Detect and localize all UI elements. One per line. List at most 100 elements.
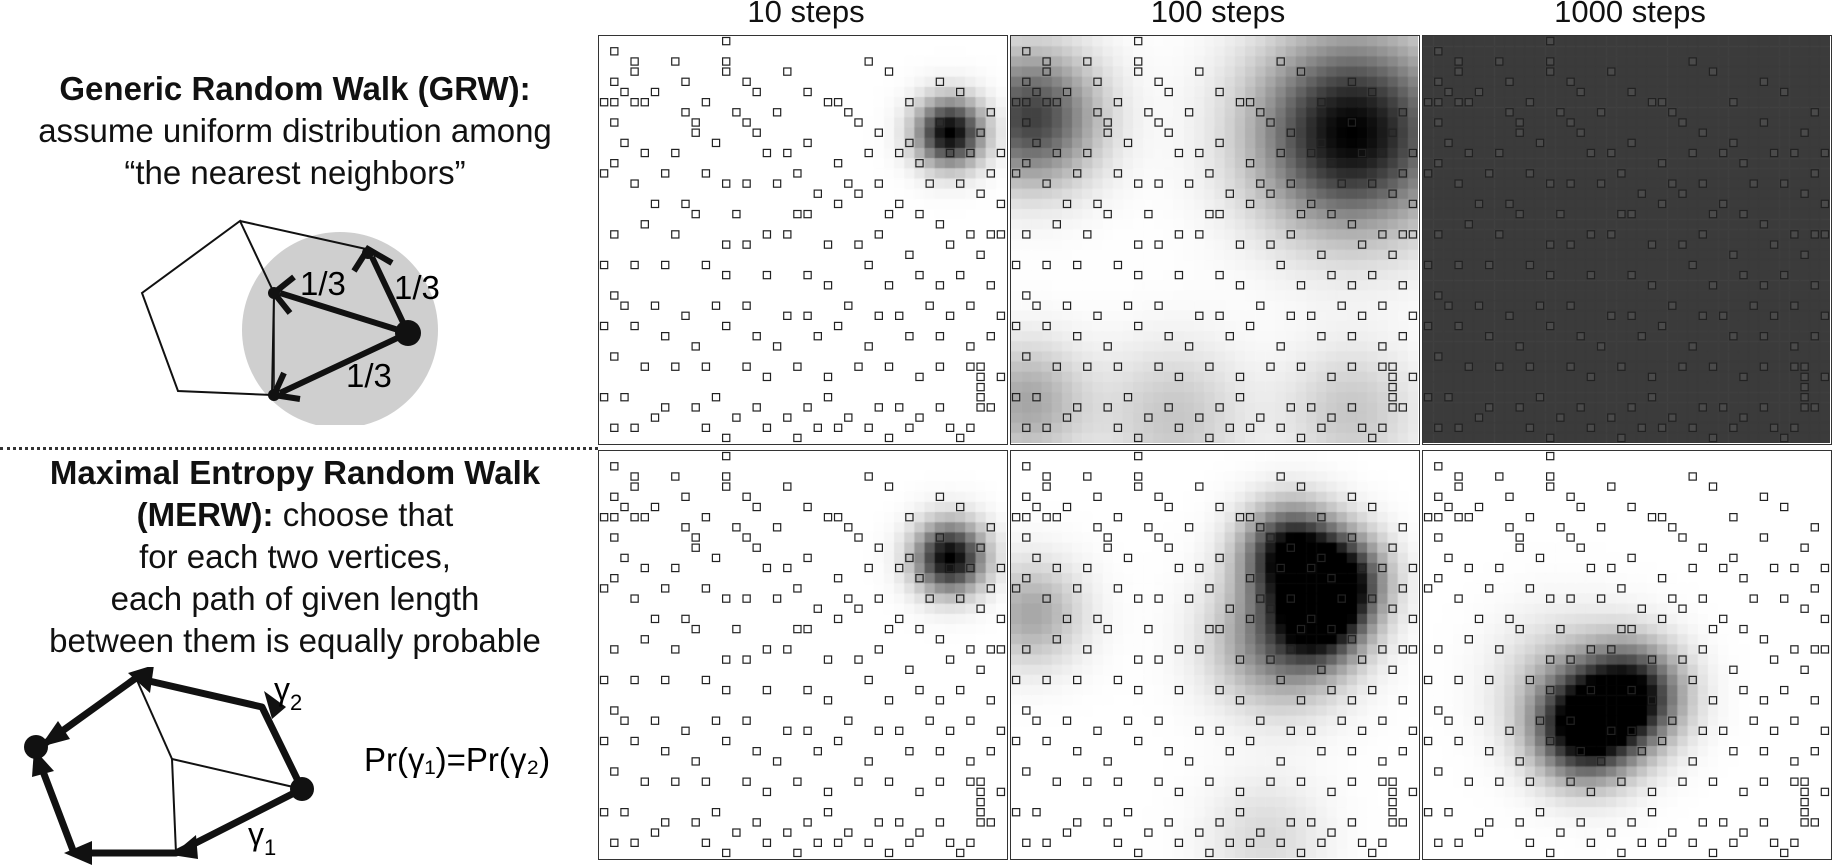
- obstacle-cell: [1195, 148, 1204, 158]
- obstacle-cell: [1739, 158, 1748, 168]
- obstacle-cell: [925, 301, 934, 310]
- obstacle-cell: [1235, 281, 1245, 290]
- obstacle-cell: [854, 240, 863, 249]
- obstacle-cell: [1434, 573, 1443, 583]
- obstacle-cell: [956, 270, 965, 280]
- obstacle-cell: [1347, 281, 1357, 290]
- obstacle-cell: [1408, 787, 1418, 797]
- obstacle-cell: [905, 512, 914, 522]
- grw-current-node: [395, 320, 421, 346]
- obstacle-cell: [1174, 423, 1184, 433]
- obstacle-cell: [742, 655, 751, 664]
- obstacle-cell: [1052, 362, 1062, 371]
- obstacle-cell: [1556, 828, 1565, 837]
- obstacle-cell: [742, 492, 751, 502]
- obstacle-cell: [1022, 512, 1031, 522]
- obstacle-cell: [1042, 594, 1051, 603]
- obstacle-cell: [620, 716, 629, 725]
- density-heatmap: [1423, 36, 1830, 443]
- obstacle-cell: [935, 281, 945, 290]
- obstacle-cell: [691, 757, 700, 766]
- obstacle-cell: [1627, 553, 1636, 563]
- obstacle-cell: [874, 179, 884, 188]
- obstacle-cell: [803, 270, 812, 280]
- grw-description: Generic Random Walk (GRW): assume unifor…: [0, 68, 590, 194]
- obstacle-cell: [732, 624, 741, 634]
- obstacle-cell: [803, 553, 812, 563]
- obstacle-cell: [610, 492, 619, 502]
- obstacle-cell: [640, 362, 650, 371]
- obstacle-cell: [1434, 492, 1443, 502]
- obstacle-cell: [711, 138, 721, 148]
- obstacle-cell: [610, 512, 619, 522]
- obstacle-cell: [681, 726, 690, 736]
- obstacle-cell: [1113, 423, 1123, 433]
- obstacle-cell: [1484, 747, 1494, 756]
- obstacle-cell: [1576, 543, 1585, 552]
- obstacle-cell: [1647, 393, 1657, 402]
- obstacle-cell: [783, 311, 792, 321]
- obstacle-cell: [1205, 848, 1214, 858]
- obstacle-cell: [752, 403, 761, 412]
- grw-title: Generic Random Walk (GRW):: [59, 70, 531, 107]
- obstacle-cell: [610, 47, 619, 56]
- obstacle-cell: [1072, 675, 1082, 685]
- obstacle-cell: [1739, 787, 1748, 797]
- obstacle-cell: [1235, 372, 1245, 382]
- obstacle-cell: [986, 108, 996, 117]
- merw-arrowhead: [172, 835, 198, 859]
- obstacle-cell: [1454, 423, 1463, 433]
- obstacle-cell: [762, 685, 772, 695]
- obstacle-cell: [1133, 433, 1143, 443]
- obstacle-cell: [1474, 87, 1484, 97]
- obstacle-cell: [874, 311, 884, 321]
- obstacle-cell: [915, 573, 924, 583]
- obstacle-cell: [681, 77, 690, 87]
- obstacle-cell: [1708, 281, 1718, 290]
- obstacle-cell: [1617, 169, 1626, 178]
- obstacle-cell: [1378, 301, 1387, 310]
- obstacle-cell: [833, 423, 843, 433]
- obstacle-cell: [630, 321, 639, 331]
- obstacle-cell: [610, 767, 619, 776]
- obstacle-cell: [1357, 726, 1367, 736]
- obstacle-cell: [1800, 808, 1809, 817]
- obstacle-cell: [823, 393, 833, 402]
- obstacle-cell: [1235, 787, 1245, 797]
- obstacle-cell: [1800, 393, 1809, 402]
- obstacle-cell: [1566, 594, 1575, 603]
- obstacle-cell: [1174, 838, 1184, 848]
- obstacle-cell: [1113, 512, 1123, 522]
- obstacle-cell: [630, 482, 639, 491]
- obstacle-cell: [874, 645, 884, 654]
- obstacle-cell: [1810, 169, 1820, 178]
- obstacle-cell: [1276, 563, 1285, 573]
- obstacle-cell: [1072, 584, 1082, 593]
- obstacle-cell: [996, 199, 1006, 209]
- obstacle-cell: [1032, 87, 1041, 97]
- obstacle-cell: [1525, 362, 1535, 371]
- obstacle-cell: [1434, 77, 1443, 87]
- obstacle-cell: [721, 179, 731, 188]
- obstacle-cell: [1174, 787, 1184, 797]
- obstacle-cell: [1769, 148, 1779, 158]
- obstacle-cell: [1113, 97, 1123, 107]
- obstacle-cell: [1093, 523, 1102, 532]
- obstacle-cell: [1235, 808, 1245, 817]
- obstacle-cell: [844, 594, 853, 603]
- obstacle-cell: [823, 240, 833, 249]
- obstacle-cell: [884, 696, 894, 705]
- obstacle-cell: [1464, 777, 1474, 786]
- obstacle-cell: [854, 604, 863, 613]
- obstacle-cell: [956, 685, 965, 695]
- obstacle-cell: [762, 645, 772, 654]
- obstacle-cell: [1719, 311, 1728, 321]
- obstacle-cell: [1545, 685, 1555, 695]
- obstacle-cell: [935, 696, 945, 705]
- obstacle-cell: [1607, 482, 1616, 491]
- obstacle-cell: [1444, 393, 1453, 402]
- obstacle-cell: [1357, 423, 1367, 433]
- obstacle-cell: [1434, 838, 1443, 848]
- obstacle-cell: [1790, 757, 1799, 766]
- obstacle-cell: [742, 716, 751, 725]
